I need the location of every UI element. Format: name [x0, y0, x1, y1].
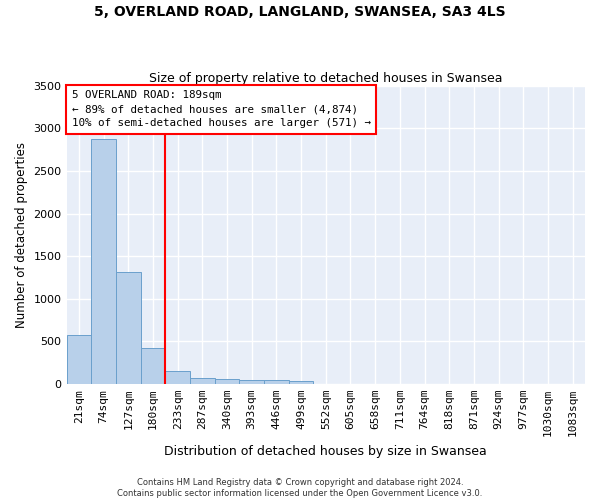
X-axis label: Distribution of detached houses by size in Swansea: Distribution of detached houses by size … [164, 444, 487, 458]
Title: Size of property relative to detached houses in Swansea: Size of property relative to detached ho… [149, 72, 503, 85]
Bar [289, 381, 313, 384]
Bar [215, 380, 239, 384]
Bar [67, 336, 91, 384]
Text: 5, OVERLAND ROAD, LANGLAND, SWANSEA, SA3 4LS: 5, OVERLAND ROAD, LANGLAND, SWANSEA, SA3… [94, 5, 506, 19]
Bar [239, 380, 264, 384]
Bar [190, 378, 215, 384]
Text: Contains HM Land Registry data © Crown copyright and database right 2024.
Contai: Contains HM Land Registry data © Crown c… [118, 478, 482, 498]
Bar [140, 348, 165, 384]
Bar [91, 140, 116, 384]
Bar [264, 380, 289, 384]
Bar [116, 272, 140, 384]
Text: 5 OVERLAND ROAD: 189sqm
← 89% of detached houses are smaller (4,874)
10% of semi: 5 OVERLAND ROAD: 189sqm ← 89% of detache… [72, 90, 371, 128]
Y-axis label: Number of detached properties: Number of detached properties [15, 142, 28, 328]
Bar [165, 371, 190, 384]
